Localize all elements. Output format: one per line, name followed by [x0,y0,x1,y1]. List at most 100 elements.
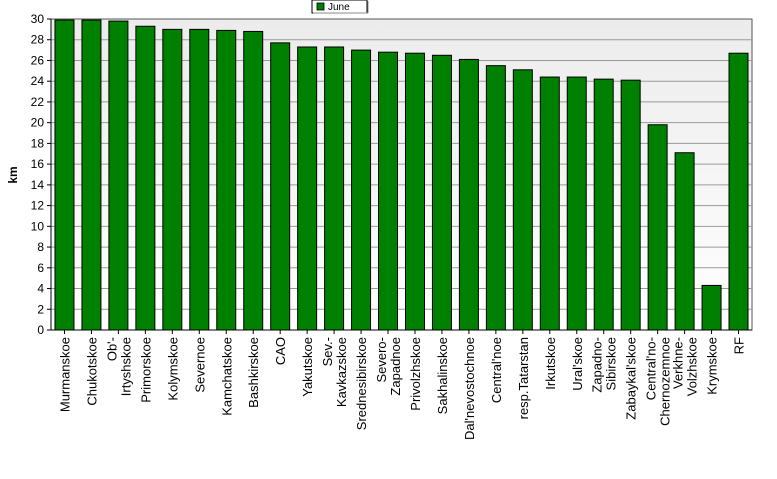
svg-text:Srednesibirskoe: Srednesibirskoe [354,337,369,430]
svg-text:Kavkazskoe: Kavkazskoe [334,337,349,407]
bar [351,49,372,331]
svg-text:Kolymskoe: Kolymskoe [165,337,180,401]
svg-text:Sibirskoe: Sibirskoe [604,337,619,390]
x-tick-label: Kolymskoe [165,337,180,401]
svg-text:Central'noe: Central'noe [489,337,504,403]
bar [297,46,318,331]
svg-text:Irtyshskoe: Irtyshskoe [118,337,133,396]
svg-text:Sev.-: Sev.- [320,337,335,366]
svg-text:Severnoe: Severnoe [192,337,207,393]
bar [378,51,399,331]
svg-text:Central'no-: Central'no- [644,337,659,400]
bar [108,20,129,331]
y-tick-label: 28 [31,33,45,47]
legend-label-june: June [328,2,350,13]
bar [324,46,345,331]
x-tick-label: Ob'- Irtyshskoe [104,337,133,396]
bar [243,30,264,331]
y-tick-label: 30 [31,12,45,26]
y-tick-label: 26 [31,53,45,67]
plot-area [50,18,753,331]
svg-text:Krymskoe: Krymskoe [705,337,720,395]
x-tick-label: Krymskoe [705,337,720,395]
bar [216,29,237,331]
bar [512,69,533,331]
svg-text:Severo-: Severo- [374,337,389,383]
svg-text:Zapadno-: Zapadno- [590,337,605,393]
x-tick-label: Sev.- Kavkazskoe [320,337,349,407]
y-tick-label: 10 [31,219,45,233]
bar [593,78,614,331]
y-axis-title: km [6,166,20,183]
x-tick-label: Verkhne- Volzhskoe [671,337,700,396]
svg-text:Chukotskoe: Chukotskoe [84,337,99,406]
svg-text:Zapadnoe: Zapadnoe [388,337,403,396]
y-tick-label: 8 [37,240,44,254]
svg-text:Chernozemnoe: Chernozemnoe [658,337,673,426]
svg-text:Bashkirskoe: Bashkirskoe [246,337,261,408]
bar [539,76,560,331]
bar [458,58,479,331]
x-tick-label: Bashkirskoe [246,337,261,408]
y-tick-label: 20 [31,116,45,130]
bar [404,52,425,331]
x-tick-label: Irkutskoe [543,337,558,390]
x-tick-label: Central'no- Chernozemnoe [644,337,673,426]
bar [81,19,102,331]
x-tick-label: Privolzhskoe [408,337,423,411]
y-tick-label: 0 [37,323,44,337]
bar [566,76,587,331]
y-tick-label: 12 [31,199,45,213]
x-tick-label: resp.Tatarstan [516,337,531,419]
svg-text:Kamchatskoe: Kamchatskoe [219,337,234,416]
svg-text:Verkhne-: Verkhne- [671,337,686,389]
x-tick-label: Dal'nevostochnoe [462,337,477,440]
bar [431,54,452,331]
x-tick-label: Ural'skoe [570,337,585,391]
bar [54,19,75,331]
bar [647,124,668,331]
axes [50,19,752,331]
bar [135,25,156,331]
svg-text:resp.Tatarstan: resp.Tatarstan [516,337,531,419]
svg-text:Irkutskoe: Irkutskoe [543,337,558,390]
x-tick-label: Primorskoe [138,337,153,403]
svg-text:Yakutskoe: Yakutskoe [300,337,315,397]
svg-text:Volzhskoe: Volzhskoe [685,337,700,396]
x-tick-label: Severnoe [192,337,207,393]
legend-swatch [316,2,325,11]
x-tick-label: Central'noe [489,337,504,403]
y-tick-label: 6 [37,261,44,275]
bar [701,284,722,331]
bar [270,42,291,331]
y-tick-label: 22 [31,95,45,109]
svg-text:Ural'skoe: Ural'skoe [570,337,585,391]
svg-text:CAO: CAO [273,337,288,365]
x-tick-label: Srednesibirskoe [354,337,369,430]
svg-text:Dal'nevostochnoe: Dal'nevostochnoe [462,337,477,440]
x-tick-label: Zabaykal'skoe [624,337,639,420]
svg-text:Sakhalinskoe: Sakhalinskoe [435,337,450,414]
svg-text:Ob'-: Ob'- [104,337,119,361]
bar [728,52,749,331]
svg-text:Primorskoe: Primorskoe [138,337,153,403]
x-tick-label: Zapadno- Sibirskoe [590,337,619,393]
x-tick-label: Murmanskoe [57,337,72,412]
x-tick-label: Chukotskoe [84,337,99,406]
x-tick-labels: Murmanskoe Chukotskoe Ob'- Irtyshskoe Primor… [57,330,747,440]
x-tick-label: Severo- Zapadnoe [374,337,403,396]
svg-text:RF: RF [732,337,747,354]
bar [674,152,695,331]
x-tick-label: RF [732,337,747,354]
svg-text:Murmanskoe: Murmanskoe [57,337,72,412]
legend: June [311,0,369,14]
bar [189,28,210,331]
x-tick-label: Kamchatskoe [219,337,234,416]
svg-text:Privolzhskoe: Privolzhskoe [408,337,423,411]
bar [485,65,506,331]
x-tick-label: Yakutskoe [300,337,315,397]
bar [620,79,641,331]
y-tick-label: 4 [37,282,44,296]
x-tick-label: Sakhalinskoe [435,337,450,414]
